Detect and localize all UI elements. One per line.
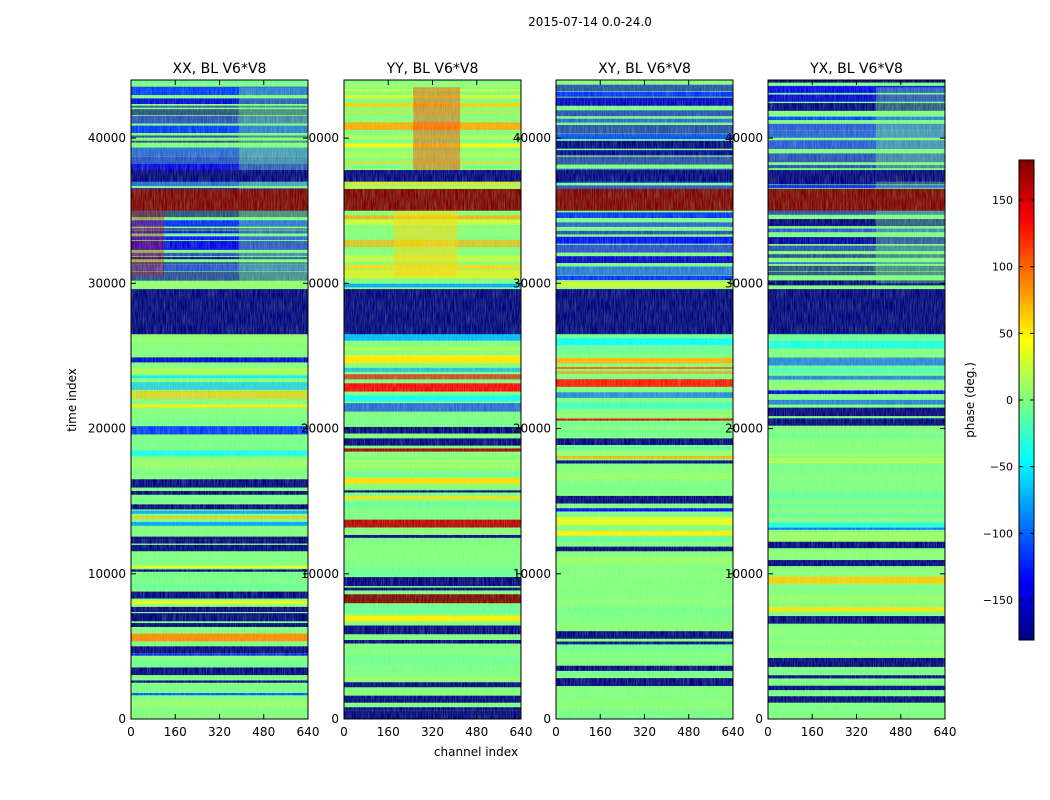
y-tick-label: 20000 [301,422,339,436]
x-axis-label: channel index [434,745,518,759]
y-axis-label: time index [65,368,79,432]
x-tick-label: 480 [889,725,912,739]
colorbar-tick-label: 150 [992,194,1013,207]
panel-yy-title: YY, BL V6*V8 [386,61,479,77]
panel-yy: YY, BL V6*V8 0 160 320 480 640 0 10000 20000 0000… [301,61,533,739]
colorbar-tick-label: 0 [1006,394,1013,407]
x-tick-label: 160 [377,725,400,739]
panel-xy-heatmap [556,80,733,719]
x-tick-label: 0 [127,725,135,739]
colorbar-tick-label: 50 [999,327,1013,340]
y-tick-label: 0 [543,712,551,726]
y-tick-label: 20000 [725,422,763,436]
x-tick-label: 640 [510,725,533,739]
y-tick-label: 0 [755,712,763,726]
x-tick-label: 480 [465,725,488,739]
x-tick-label: 640 [722,725,745,739]
y-tick-label: 30000 [725,276,763,290]
colorbar: 150 100 50 0 −50 −100 −150 phase (deg.) [963,159,1035,641]
panel-xy-title: XY, BL V6*V8 [598,61,691,77]
x-tick-label: 160 [589,725,612,739]
y-tick-label: 40000 [88,131,126,145]
x-tick-label: 480 [677,725,700,739]
y-tick-label: 40000 [725,131,763,145]
panel-xy: XY, BL V6*V8 0 160 320 480 640 0 10000 20000 3000… [513,61,745,739]
panel-xx-title: XX, BL V6*V8 [173,61,267,77]
x-tick-label: 320 [208,725,231,739]
colorbar-ticks: 150 100 50 0 −50 −100 −150 [983,194,1034,607]
panel-yx: YX, BL V6*V8 0 160 320 480 640 0 10000 20000 3000… [725,61,957,739]
y-tick-label: 40000 [513,131,551,145]
colorbar-tick-label: −100 [983,527,1013,540]
panel-yx-heatmap [768,80,945,719]
x-tick-label: 160 [801,725,824,739]
x-tick-label: 320 [421,725,444,739]
y-tick-label: 0000 [308,131,339,145]
colorbar-tick-label: −50 [990,461,1013,474]
y-tick-label: 10000 [725,567,763,581]
y-tick-label: 10000 [301,567,339,581]
y-tick-label: 20000 [513,422,551,436]
y-tick-label: 10000 [88,567,126,581]
panels-group: XX, BL V6*V8 0 160 320 480 640 0 10000 20000 3000… [88,61,957,739]
y-tick-label: 0 [331,712,339,726]
x-tick-label: 160 [164,725,187,739]
y-tick-label: 30000 [88,276,126,290]
x-tick-label: 0 [340,725,348,739]
colorbar-label: phase (deg.) [963,362,977,438]
y-tick-label: 0000 [308,276,339,290]
panel-yy-heatmap [344,80,521,719]
panel-xx-heatmap [131,80,308,719]
y-tick-label: 30000 [513,276,551,290]
x-tick-label: 0 [552,725,560,739]
figure-suptitle: 2015-07-14 0.0-24.0 [528,15,652,29]
y-tick-label: 20000 [88,422,126,436]
colorbar-tick-label: −150 [983,594,1013,607]
colorbar-tick-label: 100 [992,261,1013,274]
x-tick-label: 480 [252,725,275,739]
y-tick-label: 10000 [513,567,551,581]
panel-yx-title: YX, BL V6*V8 [809,61,903,77]
panel-xx: XX, BL V6*V8 0 160 320 480 640 0 10000 20000 3000… [88,61,320,739]
x-tick-label: 0 [764,725,772,739]
x-tick-label: 320 [633,725,656,739]
x-tick-label: 320 [845,725,868,739]
x-tick-label: 640 [297,725,320,739]
x-tick-label: 640 [934,725,957,739]
y-tick-label: 0 [118,712,126,726]
